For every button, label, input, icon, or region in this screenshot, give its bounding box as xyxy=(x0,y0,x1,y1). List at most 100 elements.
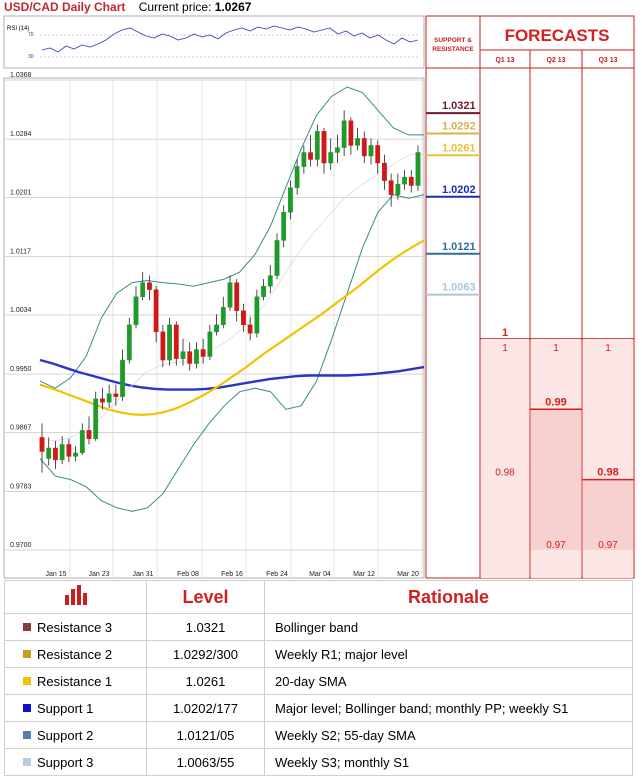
row-rationale: Weekly S2; 55-day SMA xyxy=(264,721,633,749)
color-swatch xyxy=(23,677,31,686)
candle-body-47 xyxy=(355,138,360,146)
candle-body-30 xyxy=(241,310,246,326)
candle-body-46 xyxy=(348,120,354,146)
candle-body-9 xyxy=(100,398,105,403)
candle-body-31 xyxy=(247,324,253,334)
forecast-q2-high-label: 1 xyxy=(553,343,559,354)
color-swatch xyxy=(23,704,31,713)
candle-body-10 xyxy=(106,393,112,403)
row-name-cell: Resistance 3 xyxy=(4,613,147,641)
candle-body-38 xyxy=(294,166,300,188)
color-swatch xyxy=(23,731,31,740)
row-name-cell: Resistance 2 xyxy=(4,640,147,668)
level-label-4: 1.0121 xyxy=(442,241,476,253)
level-label-3: 1.0202 xyxy=(442,184,476,196)
y-tick-1: 1.0284 xyxy=(10,131,32,138)
forecast-q2-low-label: 0.97 xyxy=(546,540,566,551)
candle-body-25 xyxy=(207,331,213,357)
y-tick-8: 0.9700 xyxy=(10,542,32,549)
row-level: 1.0063/55 xyxy=(146,748,265,776)
candle-body-22 xyxy=(187,351,193,364)
candlesticks xyxy=(39,110,421,473)
candle-body-16 xyxy=(147,282,152,290)
y-tick-2: 1.0201 xyxy=(10,190,32,197)
x-tick-0: Jan 15 xyxy=(45,571,66,578)
candle-body-0 xyxy=(39,437,45,452)
candle-body-43 xyxy=(328,152,334,164)
row-name-cell: Resistance 1 xyxy=(4,667,147,695)
sma-55-line xyxy=(39,358,425,391)
y-tick-7: 0.9783 xyxy=(10,484,32,491)
rsi-line xyxy=(41,25,419,53)
row-rationale: Bollinger band xyxy=(264,613,633,641)
forecast-core-q3 xyxy=(583,479,633,550)
forecast-core-q2 xyxy=(531,409,581,550)
candle-body-19 xyxy=(167,324,172,361)
bollinger-bands xyxy=(39,86,425,512)
table-header-row: Level Rationale xyxy=(4,580,633,614)
candle-body-3 xyxy=(59,444,65,461)
x-tick-1: Jan 23 xyxy=(88,571,109,578)
forecast-q2-mid-label: 0.99 xyxy=(545,396,566,408)
col-q2: Q2 13 xyxy=(546,57,565,64)
y-tick-0: 1.0368 xyxy=(10,72,32,79)
x-axis: Jan 15 Jan 23 Jan 31 Feb 08 Feb 16 Feb 24 Mar … xyxy=(45,571,419,578)
table-row: Support 3 1.0063/55 Weekly S3; monthly S1 xyxy=(4,748,633,776)
y-tick-6: 0.9867 xyxy=(10,425,32,432)
candle-body-24 xyxy=(200,349,206,357)
candle-body-8 xyxy=(93,398,99,440)
candle-body-5 xyxy=(73,452,78,457)
forecast-panel: SUPPORT & RESISTANCE FORECASTS Q1 13 Q2 … xyxy=(425,15,635,579)
sr-levels: 1.0321 1.0292 1.0261 1.0202 1.0121 1.0063 xyxy=(426,100,480,296)
forecast-q1-mid-label: 1 xyxy=(502,343,508,354)
row-name: Support 3 xyxy=(37,754,94,770)
table-row: Support 1 1.0202/177 Major level; Bollinge… xyxy=(4,694,633,722)
candle-body-34 xyxy=(267,275,273,287)
y-tick-4: 1.0034 xyxy=(10,307,32,314)
table-header-rationale: Rationale xyxy=(264,580,633,614)
candle-body-49 xyxy=(368,145,374,157)
candle-body-12 xyxy=(120,359,125,397)
sr-label-line1: SUPPORT & xyxy=(434,37,472,44)
x-tick-2: Jan 31 xyxy=(132,571,153,578)
levels-table: Level Rationale Resistance 3 1.0321 Bollin… xyxy=(4,580,633,776)
candle-body-53 xyxy=(395,183,401,195)
bar-chart-icon xyxy=(64,584,87,605)
rsi-tick-30: 30 xyxy=(28,54,34,60)
chart-header: USD/CAD Daily Chart Current price: 1.026… xyxy=(4,0,251,16)
table-row: Support 2 1.0121/05 Weekly S2; 55-day SMA xyxy=(4,721,633,749)
candle-body-36 xyxy=(281,212,287,241)
candle-body-6 xyxy=(79,430,85,454)
forecast-bars: 1 1 0.98 1 0.99 0.97 1 0.98 0.97 xyxy=(480,327,634,578)
level-label-0: 1.0321 xyxy=(442,100,476,112)
candle-body-7 xyxy=(86,430,92,440)
plot-frame xyxy=(3,77,425,579)
price-label: Current price: xyxy=(138,0,212,14)
level-label-5: 1.0063 xyxy=(442,282,476,294)
candle-body-41 xyxy=(314,131,320,160)
row-name-cell: Support 2 xyxy=(4,721,147,749)
candle-body-39 xyxy=(301,152,307,167)
row-name: Resistance 3 xyxy=(37,619,113,635)
row-rationale: 20-day SMA xyxy=(264,667,633,695)
candle-body-54 xyxy=(402,176,407,185)
forecast-q3-low-label: 0.97 xyxy=(598,540,618,551)
table-row: Resistance 3 1.0321 Bollinger band xyxy=(4,613,633,641)
x-tick-6: Mar 04 xyxy=(309,571,331,578)
color-swatch xyxy=(23,758,31,767)
rsi-label: RSI (14) xyxy=(7,26,29,32)
candle-body-32 xyxy=(254,296,260,334)
row-name: Support 2 xyxy=(37,727,94,743)
row-name: Support 1 xyxy=(37,700,94,716)
candle-body-44 xyxy=(335,147,340,153)
candle-body-11 xyxy=(113,393,119,397)
candle-body-40 xyxy=(308,152,313,160)
row-rationale: Weekly S3; monthly S1 xyxy=(264,748,633,776)
row-level: 1.0261 xyxy=(146,667,265,695)
row-name: Resistance 1 xyxy=(37,673,113,689)
table-row: Resistance 2 1.0292/300 Weekly R1; major l… xyxy=(4,640,633,668)
candle-body-21 xyxy=(180,351,186,359)
price-value: 1.0267 xyxy=(214,0,252,14)
row-level: 1.0202/177 xyxy=(146,694,265,722)
forecast-q3-mid-label: 0.98 xyxy=(597,467,618,479)
